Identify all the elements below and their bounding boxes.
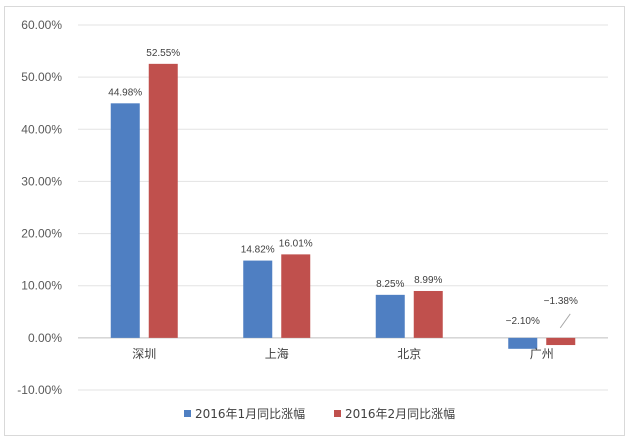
legend-swatch-1 bbox=[184, 410, 191, 417]
x-tick-label: 广州 bbox=[530, 347, 554, 361]
label-leader-line bbox=[559, 313, 571, 329]
y-tick-label: 10.00% bbox=[21, 279, 62, 293]
y-tick-label: 20.00% bbox=[21, 227, 62, 241]
y-tick-label: 30.00% bbox=[21, 174, 62, 188]
x-tick-label: 北京 bbox=[397, 347, 421, 361]
data-label: 16.01% bbox=[279, 238, 313, 249]
data-label: 8.99% bbox=[414, 275, 442, 286]
bar-2 bbox=[546, 337, 576, 346]
chart-frame bbox=[4, 6, 625, 436]
data-label: −2.10% bbox=[506, 316, 540, 327]
data-label: −1.38% bbox=[544, 296, 578, 307]
x-tick-label: 上海 bbox=[265, 346, 289, 361]
data-label: 8.25% bbox=[376, 279, 404, 290]
data-label: 44.98% bbox=[108, 87, 142, 98]
legend-swatch-2 bbox=[334, 410, 341, 417]
bar-2 bbox=[413, 290, 443, 338]
x-tick-label: 深圳 bbox=[132, 347, 156, 361]
y-tick-label: 0.00% bbox=[28, 331, 62, 345]
y-tick-label: 40.00% bbox=[21, 122, 62, 136]
bar-2 bbox=[281, 254, 311, 338]
legend-label: 2016年2月同比涨幅 bbox=[345, 406, 455, 421]
bar-1 bbox=[508, 337, 538, 349]
y-tick-label: 60.00% bbox=[21, 18, 62, 32]
legend-label: 2016年1月同比涨幅 bbox=[195, 406, 305, 421]
data-label: 52.55% bbox=[146, 48, 180, 59]
data-label: 14.82% bbox=[241, 245, 275, 256]
bar-1 bbox=[110, 103, 140, 338]
bar-1 bbox=[375, 294, 405, 338]
bar-2 bbox=[148, 63, 178, 338]
y-tick-label: -10.00% bbox=[17, 383, 62, 397]
bar-1 bbox=[243, 260, 273, 338]
y-tick-label: 50.00% bbox=[21, 70, 62, 84]
